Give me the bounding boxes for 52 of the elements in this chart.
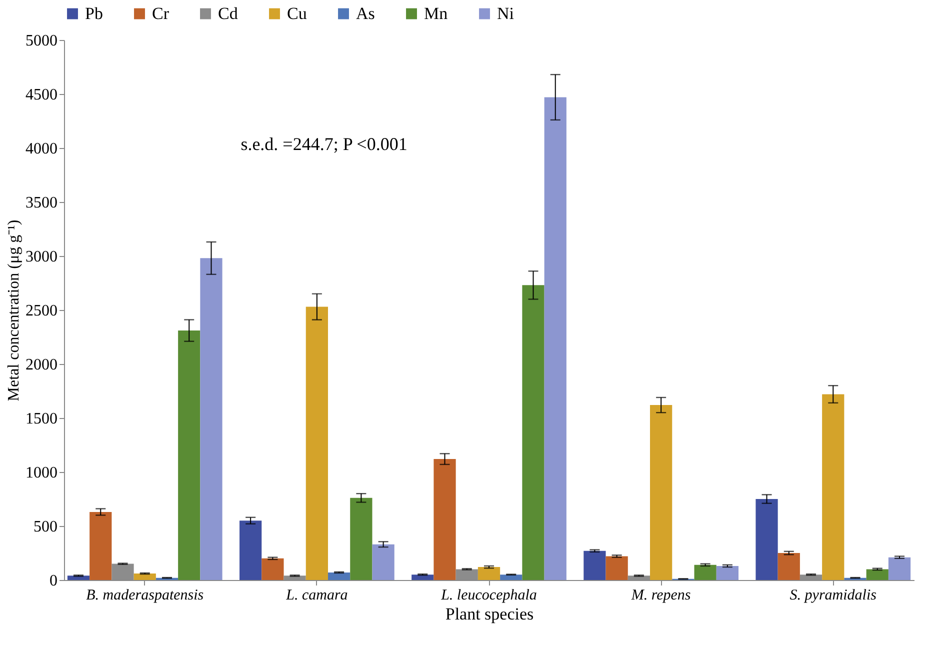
bar — [822, 394, 844, 580]
bar — [478, 567, 500, 580]
legend-label: Cr — [152, 4, 170, 23]
x-tick-label: S. pyramidalis — [790, 588, 877, 604]
y-tick-label: 1000 — [26, 464, 58, 482]
bar — [778, 553, 800, 580]
x-tick-label: L. leucocephala — [440, 588, 537, 604]
x-tick-label: L. camara — [285, 588, 348, 604]
bar — [866, 569, 888, 580]
legend-label: Cd — [218, 4, 238, 23]
bar — [716, 566, 738, 580]
legend-label: Pb — [85, 4, 103, 23]
bar — [240, 520, 262, 580]
bar — [262, 558, 284, 580]
y-tick-label: 2000 — [26, 356, 58, 374]
x-tick-label: M. repens — [630, 588, 691, 604]
y-tick-label: 4500 — [26, 86, 58, 104]
bar — [650, 405, 672, 580]
bar — [350, 498, 372, 580]
bar — [500, 574, 522, 580]
bar — [522, 285, 544, 580]
bar — [544, 97, 566, 580]
y-tick-label: 500 — [34, 518, 58, 536]
annotation: s.e.d. =244.7; P <0.001 — [240, 134, 408, 154]
y-tick-label: 2500 — [26, 302, 58, 320]
bar — [306, 306, 328, 580]
bar — [178, 330, 200, 580]
bar — [584, 550, 606, 580]
legend-label: Mn — [424, 4, 448, 23]
y-tick-label: 4000 — [26, 140, 58, 158]
bar — [434, 459, 456, 580]
bar — [412, 574, 434, 580]
bar — [756, 499, 778, 580]
bar — [694, 564, 716, 580]
x-tick-label: B. maderaspatensis — [86, 588, 204, 604]
y-tick-label: 3500 — [26, 194, 58, 212]
y-axis-title: Metal concentration (μg g⁻¹) — [6, 220, 22, 402]
bar — [200, 258, 222, 580]
y-tick-label: 1500 — [26, 410, 58, 428]
y-tick-label: 5000 — [26, 32, 58, 50]
bar — [888, 557, 911, 580]
y-tick-label: 3000 — [26, 248, 58, 266]
bar — [372, 544, 394, 580]
bar — [328, 572, 350, 580]
y-tick-label: 0 — [50, 572, 58, 590]
legend-label: Ni — [497, 4, 514, 23]
x-axis-title: Plant species — [445, 604, 534, 624]
bar — [90, 512, 112, 580]
legend-label: Cu — [287, 4, 308, 23]
bar — [606, 556, 628, 580]
bar — [134, 574, 156, 580]
legend-label: As — [356, 4, 375, 23]
